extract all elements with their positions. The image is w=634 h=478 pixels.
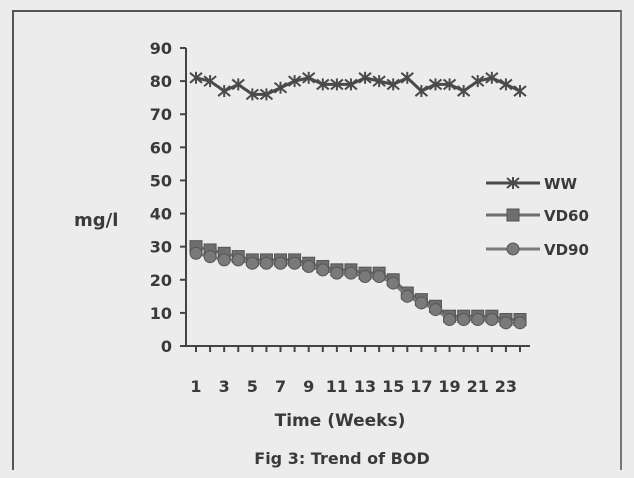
- data-point-ww: [217, 85, 231, 98]
- data-point-vd90: [217, 253, 231, 267]
- figure-caption: Fig 3: Trend of BOD: [254, 449, 429, 468]
- data-point-ww: [330, 78, 344, 91]
- data-point-ww: [386, 78, 400, 91]
- data-point-ww: [203, 75, 217, 88]
- data-point-vd90: [344, 266, 358, 280]
- data-point-vd90: [330, 266, 344, 280]
- data-point-vd90: [302, 260, 316, 274]
- data-point-vd90: [428, 303, 442, 317]
- data-point-ww: [189, 71, 203, 84]
- data-point-vd90: [358, 269, 372, 283]
- data-point-vd90: [231, 253, 245, 267]
- data-point-ww: [358, 71, 372, 84]
- series-ww: [189, 71, 527, 101]
- series-vd60: [189, 240, 527, 327]
- figure-frame: [12, 10, 622, 470]
- y-tick-label: 60: [150, 138, 172, 157]
- legend: WW VD60 VD90: [486, 175, 589, 259]
- data-point-ww: [302, 71, 316, 84]
- legend-item-ww: WW: [486, 175, 578, 193]
- data-point-vd90: [513, 316, 527, 330]
- x-tick-label: 23: [495, 377, 517, 396]
- data-point-ww: [499, 78, 513, 91]
- y-tick-label: 40: [150, 205, 172, 224]
- x-tick-label: 7: [275, 377, 286, 396]
- x-tick-label: 17: [410, 377, 432, 396]
- y-tick-label: 90: [150, 39, 172, 58]
- legend-item-vd90: VD90: [486, 241, 589, 259]
- data-point-vd90: [245, 256, 259, 270]
- legend-label: WW: [544, 175, 578, 193]
- data-point-ww: [471, 75, 485, 88]
- legend-item-vd60: VD60: [486, 207, 589, 225]
- x-tick-label: 5: [247, 377, 258, 396]
- x-tick-label: 15: [382, 377, 404, 396]
- y-tick-label: 70: [150, 105, 172, 124]
- data-point-vd90: [274, 256, 288, 270]
- x-tick-label: 21: [467, 377, 489, 396]
- x-axis-label: Time (Weeks): [275, 411, 406, 431]
- y-tick-label: 80: [150, 72, 172, 91]
- data-point-ww: [428, 78, 443, 91]
- y-axis-ticks: 0 10 20 30 40 50 60 70 80 90: [150, 39, 186, 356]
- legend-marker: [506, 242, 520, 256]
- y-tick-label: 0: [161, 337, 172, 356]
- data-point-vd90: [372, 269, 386, 283]
- x-tick-label: 11: [326, 377, 348, 396]
- x-tick-label: 13: [354, 377, 376, 396]
- data-point-vd90: [203, 250, 217, 264]
- data-point-vd90: [400, 289, 414, 303]
- x-tick-label: 9: [303, 377, 314, 396]
- data-point-vd90: [386, 276, 400, 290]
- y-axis-label: mg/l: [74, 210, 118, 231]
- y-tick-label: 50: [150, 171, 172, 190]
- y-tick-label: 10: [150, 304, 172, 323]
- y-tick-label: 20: [150, 271, 172, 290]
- x-tick-label: 3: [219, 377, 230, 396]
- data-point-ww: [485, 71, 499, 84]
- data-point-vd90: [259, 256, 273, 270]
- legend-marker: [506, 177, 520, 189]
- data-point-vd90: [499, 316, 513, 330]
- legend-label: VD90: [544, 241, 589, 259]
- data-point-ww: [259, 88, 274, 101]
- data-point-ww: [457, 85, 471, 98]
- data-point-ww: [316, 78, 330, 91]
- data-point-ww: [400, 71, 414, 84]
- data-point-ww: [344, 78, 358, 91]
- data-point-ww: [287, 75, 302, 88]
- data-point-vd90: [485, 313, 499, 327]
- x-tick-label: 1: [190, 377, 201, 396]
- data-point-vd90: [316, 263, 330, 277]
- y-tick-label: 30: [150, 238, 172, 257]
- data-point-ww: [273, 81, 288, 94]
- data-point-vd90: [457, 313, 471, 327]
- series-vd90: [189, 246, 527, 330]
- data-point-vd90: [414, 296, 428, 310]
- legend-label: VD60: [544, 207, 589, 225]
- x-axis-ticks: 1 3 5 7 9 11 13 15 17 19 21 23: [190, 346, 521, 396]
- data-point-ww: [372, 75, 386, 88]
- data-point-vd90: [443, 313, 457, 327]
- data-point-vd90: [471, 313, 485, 327]
- data-point-ww: [442, 78, 457, 91]
- data-point-vd90: [288, 256, 302, 270]
- data-point-ww: [245, 88, 259, 101]
- x-tick-label: 19: [438, 377, 460, 396]
- data-point-ww: [414, 85, 429, 98]
- data-point-vd90: [189, 246, 203, 260]
- series-layer: [189, 71, 527, 330]
- data-point-ww: [513, 85, 527, 98]
- legend-marker: [506, 208, 520, 222]
- data-point-ww: [231, 78, 245, 91]
